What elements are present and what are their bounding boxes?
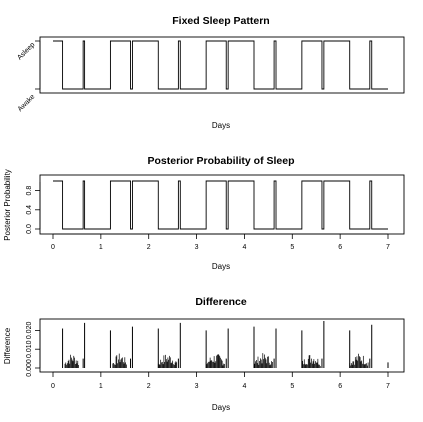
- panel-2-x-tick-label: 1: [99, 244, 103, 251]
- panel-2-y-axis-title: Posterior Probability: [3, 169, 12, 241]
- panel-2-posterior-series-line: [53, 180, 388, 230]
- panel-2-title: Posterior Probability of Sleep: [147, 155, 294, 167]
- panel-3-title: Difference: [195, 296, 247, 308]
- panel-3-x-tick-label: 4: [242, 383, 246, 390]
- panel-2-x-tick-label: 6: [338, 244, 342, 251]
- panel-1-x-axis-title: Days: [212, 121, 230, 130]
- panel-3-x-tick-label: 5: [290, 383, 294, 390]
- panel-1-sleep-series-line: [53, 40, 388, 90]
- panel-1-y-label-asleep: Asleep: [16, 41, 36, 61]
- panel-3-y-tick-label: 0.020: [26, 322, 33, 340]
- panel-2-y-axis: 0.0 0.4 0.8: [26, 182, 41, 234]
- panel-3-x-tick-label: 0: [51, 383, 55, 390]
- panel-2-y-tick-label: 0.4: [26, 205, 33, 215]
- panel-3-noise-bands: [64, 353, 369, 368]
- panel-3-x-tick-label: 3: [195, 383, 199, 390]
- panel-3-x-tick-label: 2: [147, 383, 151, 390]
- panel-1-y-label-awake: Awake: [17, 93, 37, 113]
- panel-2-y-tick-label: 0.8: [26, 186, 33, 196]
- panel-3-x-tick-label: 7: [386, 383, 390, 390]
- panel-3-x-axis-title: Days: [212, 403, 230, 412]
- panel-3-y-tick-label: 0.000: [26, 359, 33, 377]
- panel-3-y-axis-title: Difference: [3, 327, 12, 364]
- panel-1-y-axis: Asleep Awake: [16, 40, 41, 113]
- panel-2-x-tick-label: 5: [290, 244, 294, 251]
- panel-3-x-tick-label: 6: [338, 383, 342, 390]
- panel-3-x-axis: 0 1 2 3 4 5 6 7: [51, 371, 390, 390]
- panel-3-spikes: [62, 321, 389, 368]
- panel-2-y-tick-label: 0.0: [26, 224, 33, 234]
- panel-2-x-tick-label: 4: [242, 244, 246, 251]
- panel-fixed-sleep-pattern: Fixed Sleep Pattern Asleep Awake Days: [16, 15, 405, 130]
- panel-2-x-tick-label: 0: [51, 244, 55, 251]
- panel-2-x-tick-label: 3: [195, 244, 199, 251]
- panel-1-title: Fixed Sleep Pattern: [172, 15, 269, 27]
- panel-2-x-axis-title: Days: [212, 262, 230, 271]
- panel-2-x-tick-label: 7: [386, 244, 390, 251]
- panel-3-x-tick-label: 1: [99, 383, 103, 390]
- panel-2-x-axis: 0 1 2 3 4 5 6 7: [51, 233, 390, 251]
- panel-3-y-tick-label: 0.010: [26, 340, 33, 358]
- panel-2-x-tick-label: 2: [147, 244, 151, 251]
